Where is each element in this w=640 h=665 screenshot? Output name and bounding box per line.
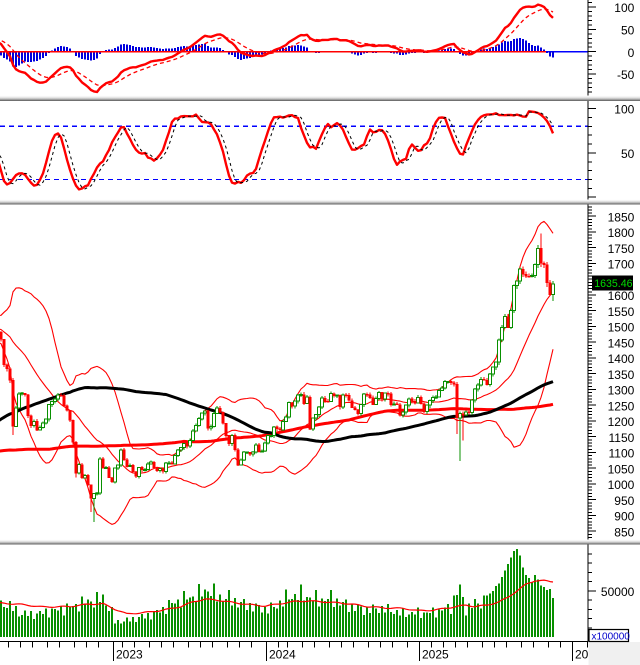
svg-text:1250: 1250	[608, 399, 635, 413]
svg-text:900: 900	[614, 510, 634, 524]
svg-text:1750: 1750	[608, 242, 635, 256]
svg-text:x100000: x100000	[592, 631, 631, 642]
svg-text:1000: 1000	[608, 478, 635, 492]
svg-text:1500: 1500	[608, 321, 635, 335]
svg-text:50000: 50000	[601, 585, 635, 599]
svg-text:1300: 1300	[608, 384, 635, 398]
svg-text:1850: 1850	[608, 210, 635, 224]
svg-text:100: 100	[614, 103, 634, 117]
svg-text:950: 950	[614, 494, 634, 508]
svg-text:2024: 2024	[269, 648, 296, 662]
svg-text:-50: -50	[617, 68, 635, 82]
svg-text:1150: 1150	[608, 431, 634, 445]
svg-text:1600: 1600	[608, 289, 635, 303]
svg-text:100: 100	[614, 1, 634, 15]
svg-text:1050: 1050	[608, 462, 635, 476]
svg-text:1200: 1200	[608, 415, 635, 429]
svg-text:2025: 2025	[422, 648, 449, 662]
svg-text:850: 850	[614, 525, 634, 539]
svg-text:50: 50	[621, 147, 635, 161]
svg-text:0: 0	[628, 46, 635, 60]
svg-text:2023: 2023	[116, 648, 143, 662]
svg-text:1550: 1550	[608, 305, 635, 319]
svg-text:1100: 1100	[608, 447, 634, 461]
svg-text:1450: 1450	[608, 336, 635, 350]
svg-text:50: 50	[621, 24, 635, 38]
svg-text:1700: 1700	[608, 258, 635, 272]
svg-text:1635.46: 1635.46	[594, 278, 632, 290]
svg-text:1400: 1400	[608, 352, 635, 366]
svg-text:1800: 1800	[608, 226, 635, 240]
svg-text:1350: 1350	[608, 368, 635, 382]
